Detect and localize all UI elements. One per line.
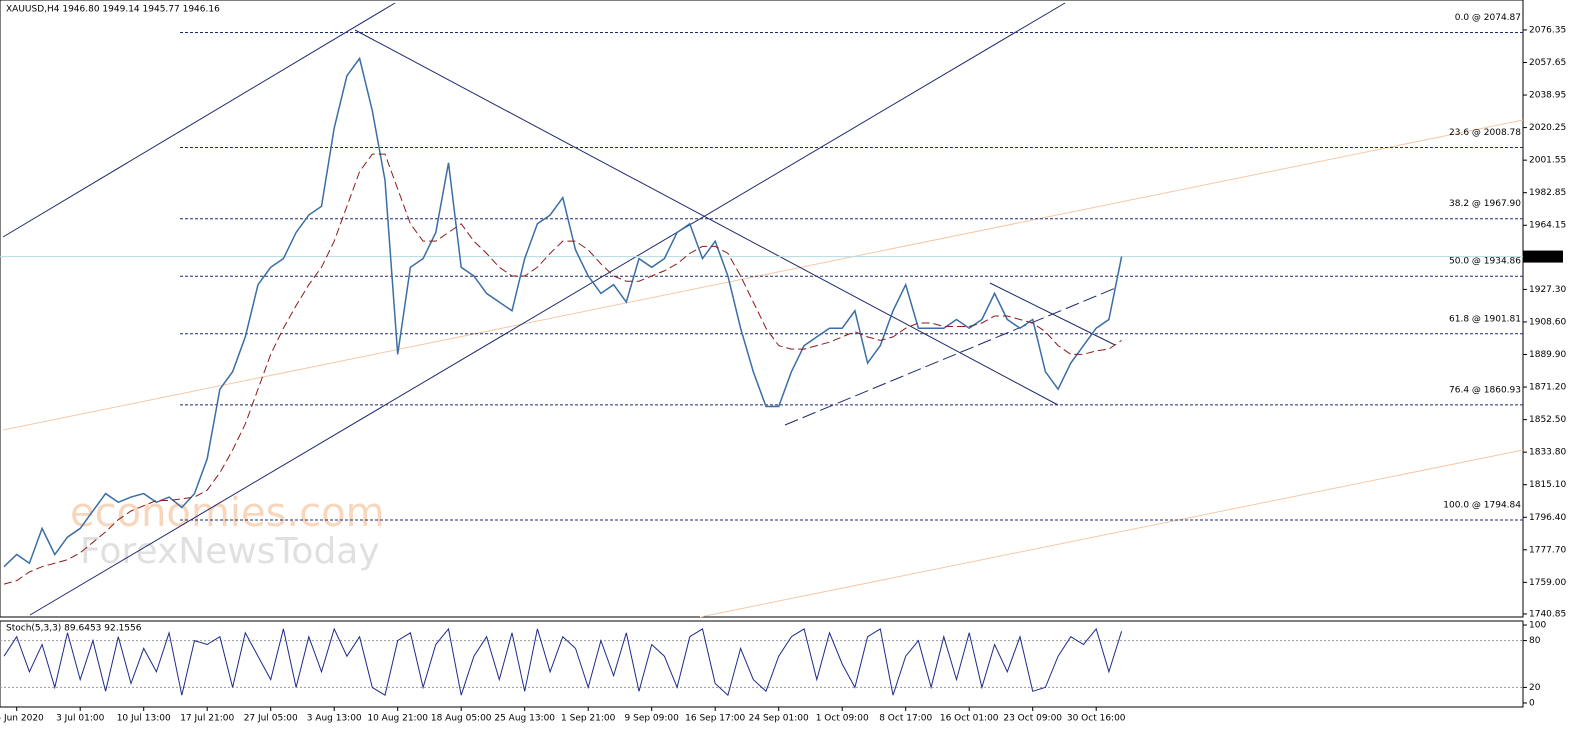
- fib-label: 50.0 @ 1934.86: [1449, 257, 1521, 267]
- y-tick-label: 1852.50: [1529, 415, 1566, 425]
- y-tick-label: 2038.95: [1529, 91, 1566, 101]
- x-tick-label: 18 Aug 05:00: [431, 714, 492, 724]
- price-panel: [0, 0, 1524, 618]
- y-tick-label: 1833.80: [1529, 448, 1566, 458]
- watermark: ForexNewsToday: [80, 531, 380, 572]
- trend-line: [784, 286, 1119, 426]
- y-tick-label: 1740.85: [1529, 609, 1566, 619]
- y-tick-label: 1759.00: [1529, 578, 1566, 588]
- fib-label: 61.8 @ 1901.81: [1449, 314, 1521, 324]
- x-tick-label: 27 Jul 05:00: [244, 714, 298, 724]
- x-tick-label: 3 Aug 13:00: [307, 714, 362, 724]
- y-tick-label: 2057.65: [1529, 58, 1566, 68]
- fib-label: 38.2 @ 1967.90: [1449, 199, 1521, 209]
- chart-title: XAUUSD,H4 1946.80 1949.14 1945.77 1946.1…: [6, 5, 220, 15]
- stoch-panel: [0, 620, 1524, 708]
- fib-label: 100.0 @ 1794.84: [1443, 500, 1521, 510]
- current-price-box: [1523, 250, 1563, 263]
- x-tick-label: 9 Sep 09:00: [625, 714, 680, 724]
- trend-line: [354, 29, 1059, 406]
- x-tick-label: 16 Oct 01:00: [940, 714, 999, 724]
- y-tick-label: 2020.25: [1529, 123, 1566, 133]
- trend-line: [2, 2, 396, 238]
- x-tick-label: 1 Sep 21:00: [561, 714, 616, 724]
- x-tick-label: 24 Sep 01:00: [749, 714, 809, 724]
- y-tick-label: 1982.85: [1529, 188, 1566, 198]
- y-tick-label: 1964.15: [1529, 221, 1566, 231]
- x-tick-label: 10 Aug 21:00: [367, 714, 428, 724]
- y-tick-label: 100: [1529, 621, 1546, 631]
- watermark: economies.com: [70, 490, 385, 536]
- y-tick-label: 2076.35: [1529, 25, 1566, 35]
- current-price-label: 1946.16: [1526, 252, 1563, 262]
- x-tick-label: 25 Jun 2020: [0, 714, 44, 724]
- y-tick-label: 1871.20: [1529, 383, 1566, 393]
- series-line: [3, 56, 1123, 568]
- x-tick-label: 30 Oct 16:00: [1067, 714, 1126, 724]
- y-tick-label: 1889.90: [1529, 350, 1566, 360]
- y-tick-label: 80: [1529, 636, 1541, 646]
- y-tick-label: 0: [1529, 699, 1535, 709]
- fib-label: 76.4 @ 1860.93: [1449, 385, 1521, 395]
- x-tick-label: 10 Jul 13:00: [117, 714, 171, 724]
- trend-line: [699, 449, 1524, 618]
- y-tick-label: 1796.40: [1529, 513, 1566, 523]
- y-tick-label: 1908.60: [1529, 317, 1566, 327]
- y-tick-label: 1777.70: [1529, 545, 1566, 555]
- series-line: [3, 627, 1123, 697]
- x-tick-label: 3 Jul 01:00: [56, 714, 105, 724]
- x-tick-label: 8 Oct 17:00: [879, 714, 932, 724]
- series-line: [3, 153, 1122, 585]
- y-tick-label: 20: [1529, 683, 1541, 693]
- y-tick-label: 1815.10: [1529, 480, 1566, 490]
- x-tick-label: 25 Aug 13:00: [494, 714, 555, 724]
- trend-line: [29, 2, 1066, 616]
- stoch-title: Stoch(5,3,3) 89.6453 92.1556: [6, 624, 142, 634]
- x-tick-label: 17 Jul 21:00: [180, 714, 234, 724]
- trend-line: [2, 119, 1524, 431]
- x-tick-label: 23 Oct 09:00: [1003, 714, 1062, 724]
- fib-label: 0.0 @ 2074.87: [1455, 13, 1521, 23]
- y-tick-label: 1927.30: [1529, 285, 1566, 295]
- fib-label: 23.6 @ 2008.78: [1449, 128, 1521, 138]
- x-tick-label: 16 Sep 17:00: [685, 714, 745, 724]
- x-tick-label: 1 Oct 09:00: [816, 714, 869, 724]
- y-tick-label: 2001.55: [1529, 156, 1566, 166]
- drawings: [2, 2, 1524, 618]
